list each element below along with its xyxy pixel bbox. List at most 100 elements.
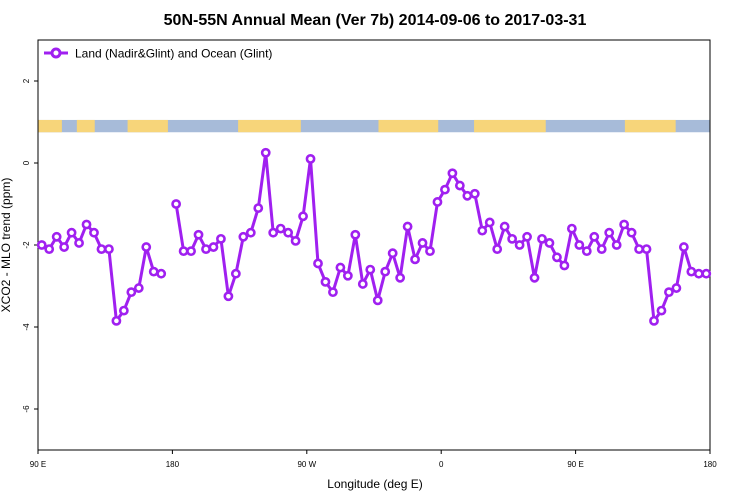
y-tick-label: 0: [22, 160, 31, 165]
data-point: [454, 180, 465, 191]
data-point: [96, 244, 107, 254]
legend-label: Land (Nadir&Glint) and Ocean (Glint): [75, 47, 272, 61]
data-point: [693, 268, 704, 279]
data-point: [544, 238, 555, 248]
data-point: [36, 240, 47, 250]
data-point: [253, 203, 264, 213]
data-point: [89, 227, 99, 238]
land-band-segment: [76, 119, 95, 133]
data-point: [283, 227, 294, 238]
data-point: [559, 260, 570, 271]
data-point: [260, 147, 271, 158]
data-point: [66, 227, 77, 238]
data-point: [104, 244, 114, 254]
data-point: [387, 248, 398, 259]
data-point: [372, 295, 383, 306]
data-point: [44, 244, 55, 254]
data-point: [447, 168, 458, 179]
y-tick-label: -6: [22, 405, 31, 413]
data-point: [342, 270, 353, 281]
data-point: [417, 238, 428, 248]
data-point: [208, 242, 219, 252]
data-point: [193, 229, 204, 240]
data-point: [410, 254, 420, 265]
data-point: [156, 268, 167, 279]
x-tick-label: 180: [166, 460, 180, 469]
x-tick-label: 0: [439, 460, 444, 469]
x-tick-label: 90 E: [30, 460, 46, 469]
data-point: [290, 235, 301, 246]
data-point: [275, 223, 286, 234]
data-point: [402, 221, 413, 232]
data-point: [678, 242, 689, 252]
data-point: [701, 268, 712, 279]
data-point: [596, 244, 607, 254]
data-point: [686, 266, 697, 277]
land-sea-band: [38, 119, 710, 133]
data-point: [522, 231, 532, 242]
data-point: [581, 246, 592, 257]
data-point: [223, 291, 234, 302]
x-axis: 90 E 180 90 W 0 90 E 180: [30, 450, 717, 469]
data-point: [626, 227, 637, 238]
land-band-segment: [474, 119, 546, 133]
data-point: [499, 221, 510, 232]
y-tick-label: 2: [22, 78, 31, 83]
data-point: [81, 219, 92, 230]
data-point: [148, 266, 159, 277]
data-point: [537, 233, 547, 244]
data-point: [268, 227, 279, 238]
data-point: [469, 188, 480, 199]
data-point: [51, 231, 62, 242]
data-point: [395, 272, 406, 283]
data-point: [320, 276, 331, 287]
data-point: [484, 217, 495, 228]
data-point: [492, 244, 503, 254]
x-tick-label: 90 E: [567, 460, 583, 469]
data-point: [216, 233, 226, 244]
data-point: [589, 231, 600, 242]
x-tick-label: 180: [703, 460, 717, 469]
data-point: [74, 238, 84, 248]
data-point: [604, 227, 615, 238]
data-point: [201, 244, 211, 254]
data-point: [671, 283, 682, 293]
data-point: [335, 262, 346, 273]
data-point: [350, 229, 361, 240]
data-point: [111, 315, 122, 326]
data-point: [357, 279, 368, 289]
data-point: [664, 287, 674, 298]
data-point: [641, 244, 652, 254]
y-tick-label: -2: [22, 241, 31, 249]
data-point: [238, 231, 249, 242]
y-axis-label: XCO2 - MLO trend (ppm): [0, 178, 13, 313]
legend-marker-swatch: [50, 47, 62, 59]
data-point: [507, 233, 518, 244]
plot-frame: [37, 39, 711, 451]
data-point: [574, 240, 585, 250]
data-point: [141, 242, 152, 252]
data-point: [611, 240, 622, 250]
data-point: [619, 219, 630, 230]
series-line: [174, 151, 707, 323]
x-axis-label: Longitude (deg E): [327, 477, 422, 491]
data-point: [380, 266, 391, 277]
data-point: [440, 184, 450, 195]
series-layer: [36, 147, 712, 326]
data-point: [656, 305, 667, 316]
data-point: [178, 246, 189, 257]
data-point: [477, 225, 488, 236]
data-point: [365, 264, 376, 275]
y-axis: 2 0 -2 -4 -6: [22, 78, 38, 413]
data-point: [566, 223, 577, 234]
data-point: [126, 287, 137, 298]
data-point: [245, 227, 256, 238]
land-band-segment: [624, 119, 676, 133]
data-point: [425, 246, 435, 257]
data-point: [133, 283, 144, 293]
data-point: [298, 211, 308, 222]
land-band-segment: [127, 119, 168, 133]
data-point: [118, 305, 129, 316]
data-point: [529, 272, 540, 283]
x-tick-label: 90 W: [297, 460, 316, 469]
